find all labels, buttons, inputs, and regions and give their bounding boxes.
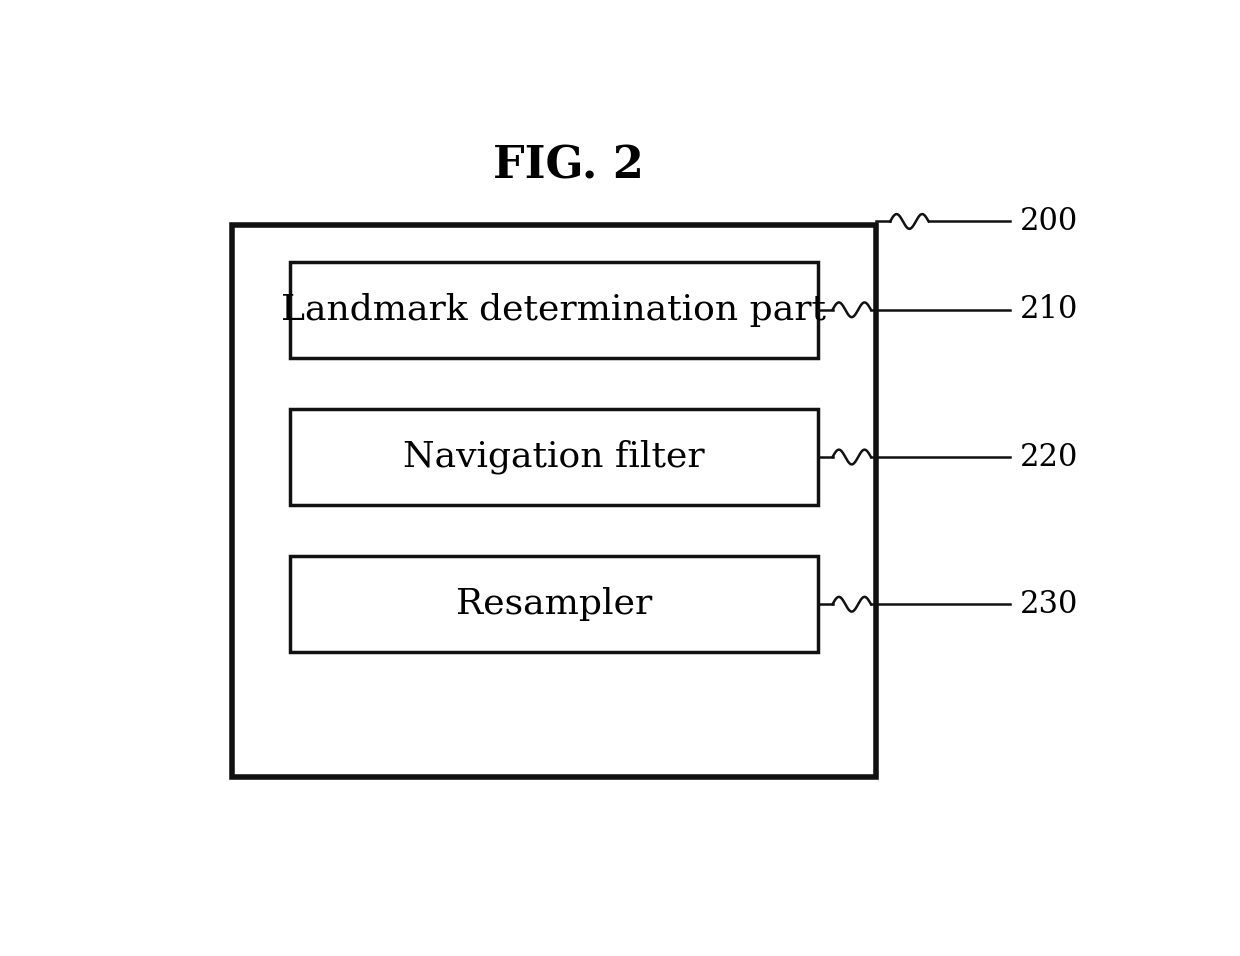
Bar	[290, 409, 818, 505]
Text: 210: 210	[1019, 294, 1079, 325]
Bar	[290, 556, 818, 652]
Bar	[290, 262, 818, 358]
Text: Resampler: Resampler	[455, 587, 652, 621]
Text: 200: 200	[1019, 206, 1078, 237]
Text: Landmark determination part: Landmark determination part	[281, 293, 826, 327]
Bar	[232, 225, 875, 777]
Text: FIG. 2: FIG. 2	[492, 144, 644, 187]
Text: 230: 230	[1019, 589, 1079, 619]
Text: 220: 220	[1019, 442, 1079, 472]
Text: Navigation filter: Navigation filter	[403, 440, 704, 474]
